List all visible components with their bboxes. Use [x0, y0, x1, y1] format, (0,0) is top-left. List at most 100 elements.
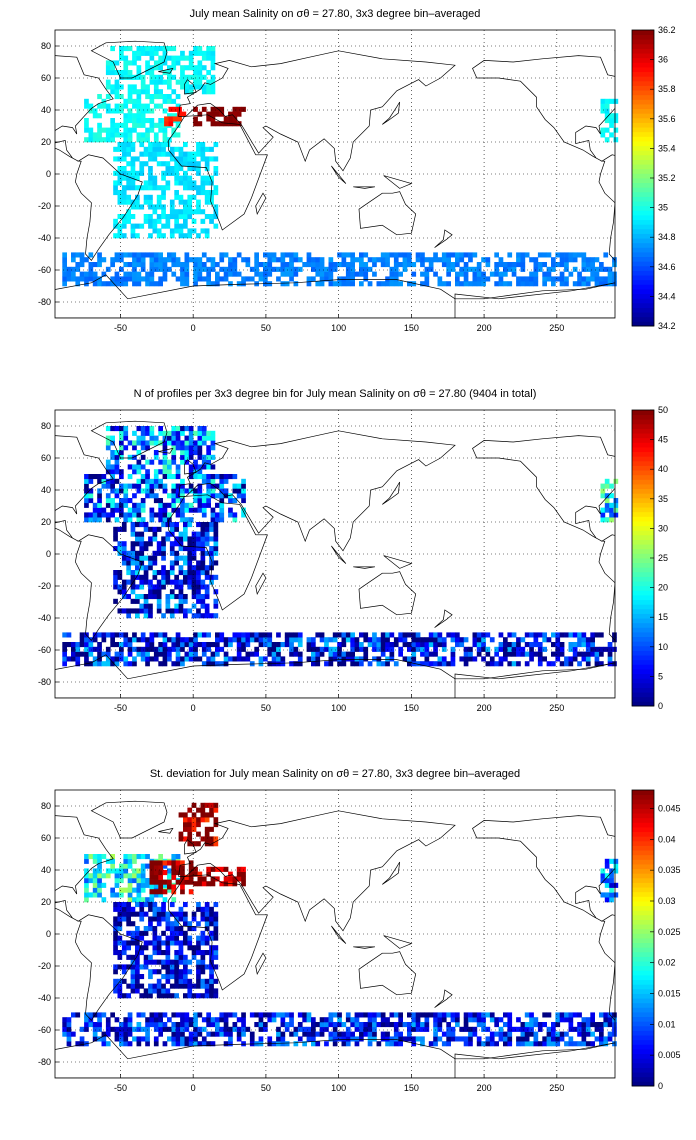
data-cell: [197, 871, 203, 877]
data-cell: [110, 656, 115, 662]
data-cell: [332, 1041, 338, 1047]
data-cell: [200, 228, 206, 234]
data-cell: [114, 1031, 120, 1037]
data-cell: [180, 889, 185, 895]
data-cell: [88, 854, 94, 860]
data-cell: [332, 1026, 338, 1032]
data-cell: [110, 450, 115, 456]
data-cell: [136, 122, 142, 128]
data-cell: [114, 882, 120, 888]
data-cell: [178, 223, 184, 229]
data-cell: [169, 570, 175, 576]
data-cell: [201, 74, 207, 80]
data-cell: [139, 964, 145, 970]
data-cell: [97, 656, 102, 662]
data-cell: [175, 262, 181, 268]
data-cell: [311, 257, 316, 263]
data-cell: [75, 1012, 81, 1018]
data-cell: [114, 488, 120, 494]
data-cell: [559, 262, 565, 268]
data-cell: [105, 132, 111, 138]
data-cell: [145, 854, 150, 860]
data-cell: [171, 1041, 177, 1047]
data-cell: [158, 483, 163, 489]
data-cell: [184, 642, 190, 648]
data-cell: [196, 822, 201, 828]
data-cell: [152, 228, 158, 234]
data-cell: [542, 1022, 547, 1028]
data-cell: [97, 632, 102, 638]
data-cell: [228, 493, 233, 499]
data-cell: [184, 874, 190, 880]
data-cell: [169, 579, 175, 585]
data-cell: [215, 1031, 220, 1037]
data-cell: [481, 632, 486, 638]
colorbar-tick-label: 45: [658, 435, 668, 445]
data-cell: [123, 642, 129, 648]
data-cell: [66, 1026, 72, 1032]
data-cell: [472, 1017, 478, 1023]
data-cell: [187, 185, 193, 191]
data-cell: [71, 642, 76, 648]
data-cell: [485, 632, 491, 638]
data-cell: [293, 271, 299, 277]
data-cell: [594, 257, 600, 263]
data-cell: [97, 854, 102, 860]
data-cell: [75, 276, 81, 282]
data-cell: [158, 281, 163, 287]
data-cell: [572, 252, 578, 258]
data-cell: [110, 892, 115, 898]
data-cell: [441, 257, 447, 263]
data-cell: [193, 656, 198, 662]
data-cell: [139, 993, 145, 999]
data-cell: [180, 1017, 185, 1023]
data-cell: [184, 440, 190, 446]
data-cell: [420, 1026, 425, 1032]
data-cell: [204, 166, 210, 172]
data-cell: [171, 897, 177, 903]
data-cell: [612, 646, 617, 652]
data-cell: [363, 262, 369, 268]
data-cell: [393, 276, 399, 282]
data-cell: [428, 1012, 434, 1018]
data-cell: [228, 111, 233, 117]
data-cell: [204, 570, 210, 576]
data-cell: [485, 1012, 491, 1018]
data-cell: [481, 1026, 486, 1032]
data-cell: [174, 579, 179, 585]
data-cell: [311, 1031, 316, 1037]
data-cell: [110, 426, 115, 432]
data-cell: [140, 517, 146, 523]
data-cell: [607, 1031, 613, 1037]
data-cell: [228, 262, 233, 268]
coastline: [358, 191, 417, 236]
y-tick-label: 40: [41, 865, 51, 875]
colorbar-segment: [632, 215, 654, 221]
coastline: [178, 50, 456, 172]
data-cell: [127, 74, 133, 80]
data-cell: [66, 1017, 72, 1023]
data-cell: [236, 271, 242, 277]
colorbar-tick-label: 0.04: [658, 834, 676, 844]
data-cell: [165, 536, 171, 542]
data-cell: [489, 637, 495, 643]
data-cell: [121, 190, 127, 196]
data-cell: [158, 517, 163, 523]
data-cell: [171, 89, 177, 95]
data-cell: [139, 151, 145, 157]
data-cell: [183, 522, 188, 528]
data-cell: [71, 266, 76, 272]
data-cell: [196, 598, 201, 604]
data-cell: [468, 1012, 473, 1018]
data-cell: [437, 1026, 443, 1032]
data-cell: [564, 276, 569, 282]
data-cell: [188, 84, 194, 90]
data-cell: [84, 1017, 89, 1023]
data-cell: [572, 656, 578, 662]
data-cell: [607, 1017, 613, 1023]
data-cell: [180, 502, 185, 508]
colorbar-segment: [632, 474, 654, 480]
data-cell: [241, 642, 246, 648]
data-cell: [97, 1012, 102, 1018]
data-cell: [114, 507, 120, 513]
